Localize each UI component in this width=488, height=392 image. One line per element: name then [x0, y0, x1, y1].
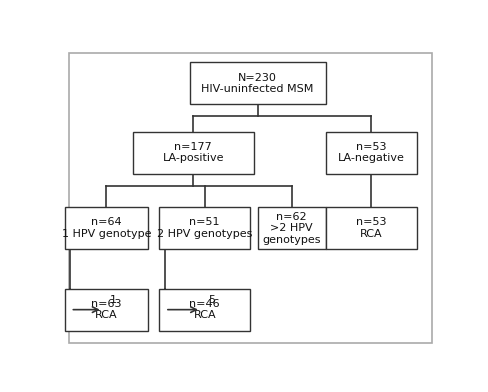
Text: n=63: n=63 — [91, 299, 122, 309]
Text: HIV-uninfected MSM: HIV-uninfected MSM — [202, 84, 314, 94]
Text: n=51: n=51 — [189, 218, 220, 227]
Text: n=62: n=62 — [276, 212, 307, 221]
Text: >2 HPV: >2 HPV — [270, 223, 313, 233]
Text: RCA: RCA — [95, 310, 118, 320]
Bar — [258, 207, 326, 249]
Bar — [133, 132, 254, 174]
Text: RCA: RCA — [360, 229, 383, 239]
Text: LA-negative: LA-negative — [338, 153, 405, 163]
Text: N=230: N=230 — [238, 73, 277, 83]
Text: genotypes: genotypes — [263, 235, 321, 245]
Bar — [65, 289, 148, 331]
Text: 2 HPV genotypes: 2 HPV genotypes — [157, 229, 252, 239]
Text: LA-positive: LA-positive — [163, 153, 224, 163]
Bar — [159, 289, 250, 331]
Text: 1: 1 — [109, 295, 117, 305]
Text: RCA: RCA — [193, 310, 216, 320]
Bar — [189, 62, 326, 104]
Bar — [326, 207, 416, 249]
Bar — [159, 207, 250, 249]
Text: 5: 5 — [208, 295, 215, 305]
Bar — [65, 207, 148, 249]
Text: n=53: n=53 — [356, 218, 386, 227]
Bar — [326, 132, 416, 174]
Text: n=46: n=46 — [189, 299, 220, 309]
Text: 1 HPV genotype: 1 HPV genotype — [61, 229, 151, 239]
Text: n=53: n=53 — [356, 142, 386, 152]
Text: n=64: n=64 — [91, 218, 122, 227]
Text: n=177: n=177 — [175, 142, 212, 152]
